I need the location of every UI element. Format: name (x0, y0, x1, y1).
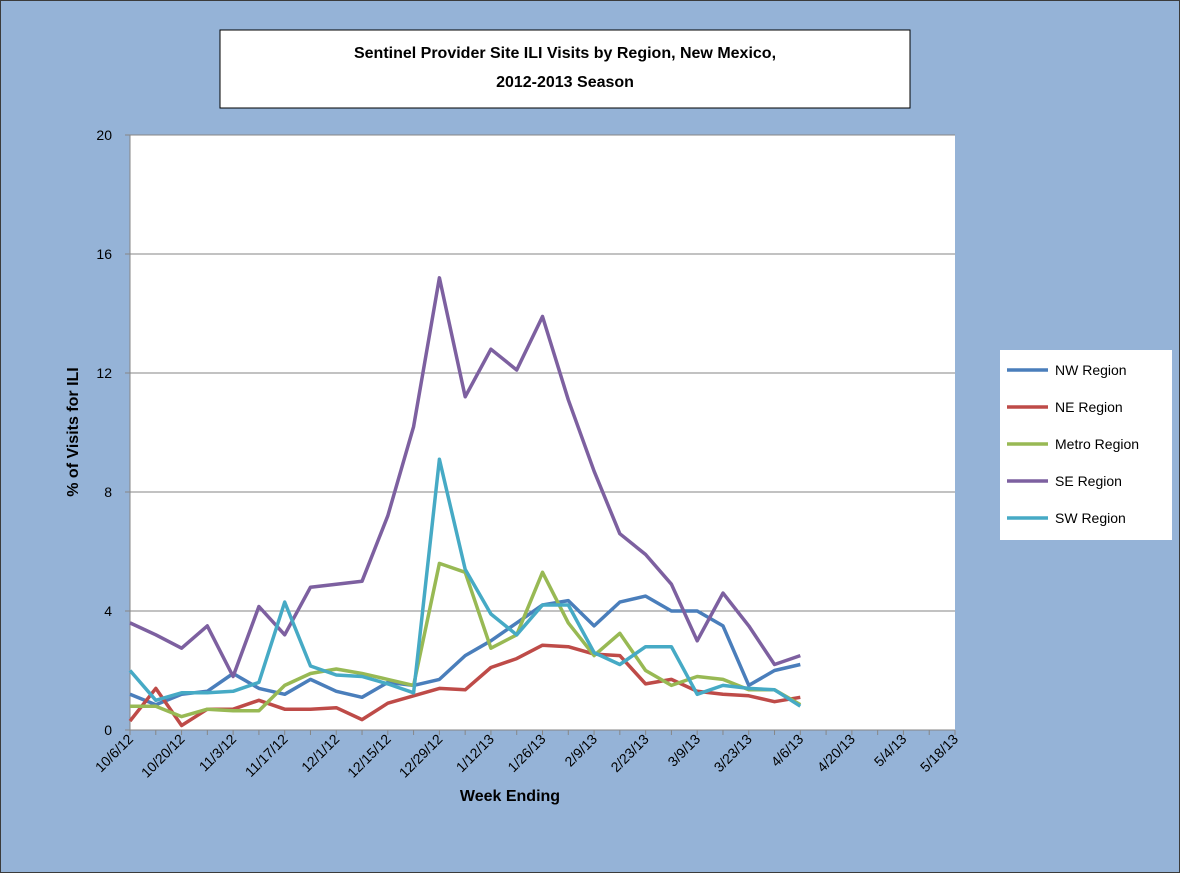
y-tick-label: 12 (96, 365, 112, 381)
y-axis-title: % of Visits for ILI (65, 367, 82, 497)
legend-label: SE Region (1055, 473, 1122, 489)
chart-subtitle: 2012-2013 Season (496, 74, 634, 91)
plot-area (130, 135, 955, 730)
legend-label: Metro Region (1055, 436, 1139, 452)
y-tick-label: 20 (96, 127, 112, 143)
y-tick-label: 0 (104, 722, 112, 738)
legend-label: SW Region (1055, 510, 1126, 526)
y-tick-label: 8 (104, 484, 112, 500)
legend-label: NE Region (1055, 399, 1123, 415)
series-line (128, 643, 801, 728)
y-tick-label: 4 (104, 603, 112, 619)
chart-title: Sentinel Provider Site ILI Visits by Reg… (354, 45, 776, 62)
series-line (129, 276, 801, 679)
legend-label: NW Region (1055, 362, 1127, 378)
title-box (219, 29, 911, 109)
series-line (128, 457, 802, 708)
x-axis-title: Week Ending (460, 788, 560, 805)
series-line (129, 594, 801, 707)
y-tick-label: 16 (96, 246, 112, 262)
